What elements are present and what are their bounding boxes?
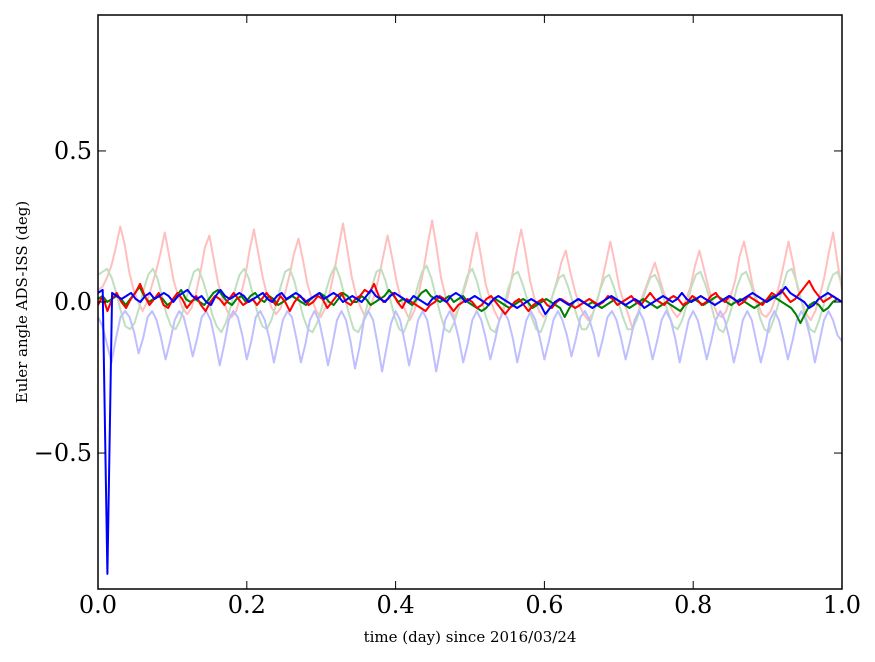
x-tick-label: 0.6 [525, 591, 563, 619]
series-line-3 [98, 310, 842, 373]
x-tick-label: 0.8 [674, 591, 712, 619]
series-line-5 [98, 279, 842, 316]
series-layer [98, 219, 842, 575]
y-tick-label: 0.0 [54, 288, 92, 316]
y-tick-label: −0.5 [34, 439, 92, 467]
series-line-6 [98, 285, 842, 575]
y-tick-label: 0.5 [54, 137, 92, 165]
x-tick-label: 0.0 [79, 591, 117, 619]
x-tick-label: 0.2 [228, 591, 266, 619]
y-axis-label: Euler angle ADS-ISS (deg) [13, 201, 31, 403]
x-tick-label: 0.4 [377, 591, 415, 619]
x-tick-label: 1.0 [823, 591, 861, 619]
x-axis-label: time (day) since 2016/03/24 [364, 628, 577, 646]
tick-layer: 0.0 0.2 0.4 0.6 0.8 1.0 0.5 0.0 −0.5 [34, 15, 861, 619]
series-line-2 [98, 264, 842, 334]
